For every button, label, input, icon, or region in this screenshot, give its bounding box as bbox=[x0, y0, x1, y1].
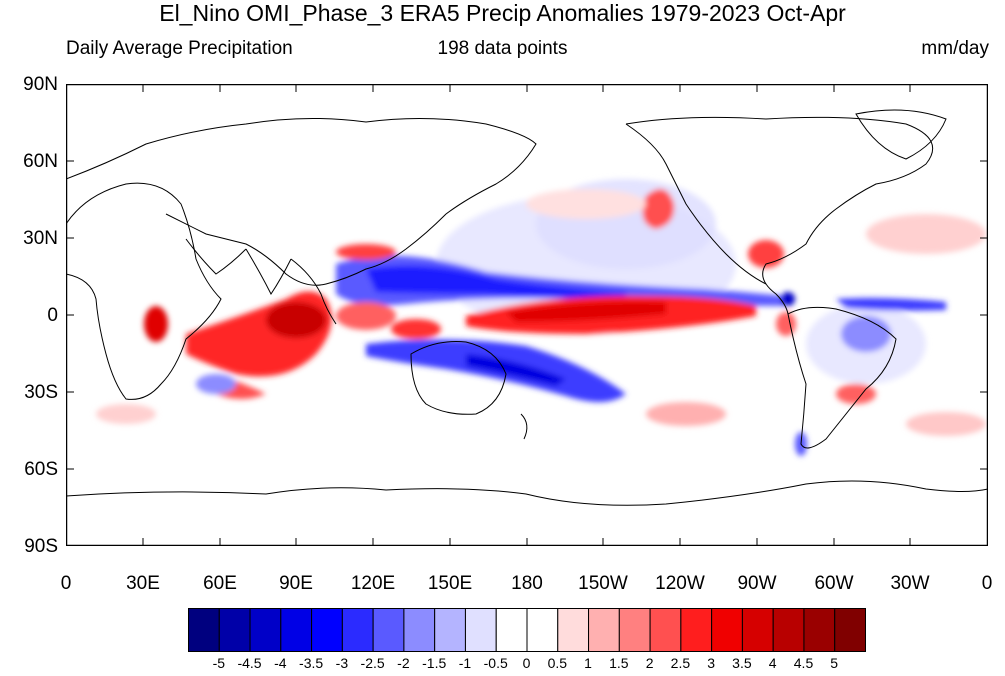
colorbar-tick-label: -1.5 bbox=[422, 655, 447, 671]
colorbar-box bbox=[495, 608, 528, 652]
colorbar-box bbox=[372, 608, 405, 652]
lon-label-30e: 30E bbox=[126, 573, 160, 594]
lat-label-30n: 30N bbox=[23, 228, 58, 249]
lon-label-90w: 90W bbox=[737, 573, 777, 594]
axis-ticks bbox=[66, 84, 988, 546]
lat-label-30s: 30S bbox=[24, 382, 58, 403]
colorbar-box bbox=[834, 608, 866, 652]
colorbar-tick-label: -2.5 bbox=[360, 655, 385, 671]
colorbar-tick-label: -4.5 bbox=[237, 655, 262, 671]
lat-label-60s: 60S bbox=[24, 459, 58, 480]
colorbar-tick-label: -2 bbox=[397, 655, 410, 671]
lat-label-90n: 90N bbox=[23, 74, 58, 95]
lon-label-90e: 90E bbox=[279, 573, 313, 594]
colorbar-box bbox=[803, 608, 836, 652]
lon-label-60w: 60W bbox=[814, 573, 854, 594]
lat-label-60n: 60N bbox=[23, 151, 58, 172]
colorbar-tick-label: -0.5 bbox=[483, 655, 508, 671]
colorbar-box bbox=[249, 608, 282, 652]
colorbar-tick-label: 0 bbox=[522, 655, 531, 671]
lon-label-180: 180 bbox=[511, 573, 543, 594]
field-description: Daily Average Precipitation bbox=[66, 38, 293, 59]
colorbar-box bbox=[464, 608, 497, 652]
lon-label-150e: 150E bbox=[427, 573, 473, 594]
colorbar-tick-label: -4 bbox=[274, 655, 287, 671]
colorbar-tick-label: 0.5 bbox=[547, 655, 568, 671]
lon-label-360: 0 bbox=[981, 573, 993, 594]
lat-label-90s: 90S bbox=[24, 536, 58, 557]
coastlines bbox=[66, 109, 988, 506]
colorbar-tick-label: 1.5 bbox=[609, 655, 629, 671]
colorbar-tick-label: 1 bbox=[584, 655, 592, 671]
colorbar-box bbox=[218, 608, 251, 652]
lon-label-120w: 120W bbox=[655, 573, 705, 594]
lon-label-30w: 30W bbox=[890, 573, 930, 594]
plot-frame bbox=[66, 84, 988, 546]
precip-anomaly-map bbox=[66, 84, 988, 546]
colorbar-box bbox=[711, 608, 743, 652]
colorbar-tick-label: -1 bbox=[458, 655, 472, 671]
colorbar-tick-label: 2.5 bbox=[670, 655, 691, 671]
colorbar-tick-label: 4.5 bbox=[793, 655, 814, 671]
colorbar-box bbox=[618, 608, 651, 652]
colorbar-box bbox=[403, 608, 436, 652]
colorbar-box bbox=[526, 608, 559, 652]
colorbar-tick-label: -3.5 bbox=[299, 655, 324, 671]
colorbar-box bbox=[588, 608, 620, 652]
colorbar-box bbox=[341, 608, 374, 652]
colorbar-box bbox=[649, 608, 682, 652]
colorbar-tick-label: 4 bbox=[768, 655, 777, 671]
lon-label-150w: 150W bbox=[578, 573, 628, 594]
units-label: mm/day bbox=[921, 38, 989, 59]
lon-label-120e: 120E bbox=[350, 573, 396, 594]
colorbar-box bbox=[434, 608, 466, 652]
colorbar-tick-label: 5 bbox=[830, 655, 839, 671]
colorbar-box bbox=[741, 608, 774, 652]
colorbar-box bbox=[280, 608, 313, 652]
anomaly-field bbox=[96, 179, 986, 456]
colorbar-box bbox=[188, 608, 220, 652]
colorbar-box bbox=[311, 608, 343, 652]
colorbar-box bbox=[557, 608, 590, 652]
map-title: El_Nino OMI_Phase_3 ERA5 Precip Anomalie… bbox=[159, 0, 846, 26]
lat-label-eq: 0 bbox=[47, 305, 58, 326]
colorbar-tick-label: 3 bbox=[707, 655, 715, 671]
data-point-count: 198 data points bbox=[437, 38, 568, 59]
colorbar-tick-label: 2 bbox=[645, 655, 654, 671]
colorbar-tick-label: -5 bbox=[212, 655, 226, 671]
colorbar-tick-label: 3.5 bbox=[732, 655, 752, 671]
lon-label-0: 0 bbox=[60, 573, 72, 594]
colorbar-box bbox=[680, 608, 713, 652]
lon-label-60e: 60E bbox=[203, 573, 237, 594]
colorbar-tick-label: -3 bbox=[335, 655, 349, 671]
colorbar-box bbox=[772, 608, 805, 652]
colorbar bbox=[188, 608, 866, 652]
